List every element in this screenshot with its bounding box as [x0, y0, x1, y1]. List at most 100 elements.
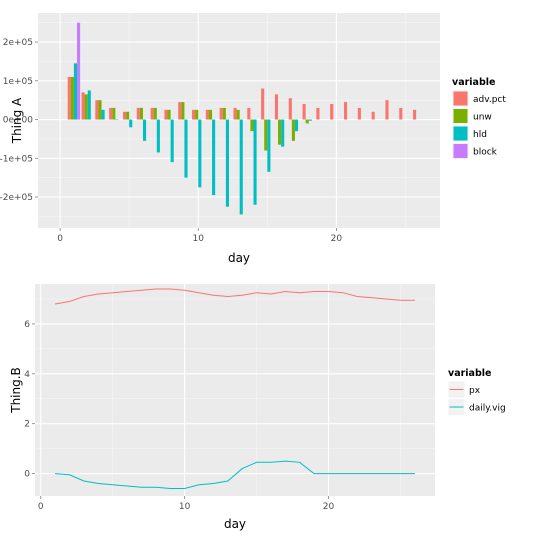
bar-adv-pct — [247, 107, 251, 120]
line-px — [55, 288, 415, 305]
bar-unw — [139, 107, 143, 120]
bar-adv-pct — [330, 104, 334, 120]
bottom-x-tick-label: 20 — [323, 502, 335, 512]
bar-hld — [239, 119, 243, 215]
bar-unw — [98, 100, 102, 120]
bottom-legend-label: px — [469, 386, 481, 396]
bottom-y-axis-label: Thing.B — [9, 367, 23, 414]
bottom-y-tick-label: 0 — [24, 470, 30, 480]
bar-unw — [305, 119, 309, 124]
top-y-tick-label: -2e+05 — [0, 193, 33, 203]
bar-hld — [73, 63, 78, 120]
bar-adv-pct — [205, 109, 209, 120]
bar-adv-pct — [136, 107, 140, 120]
bar-adv-pct — [192, 109, 196, 120]
bar-unw — [70, 76, 74, 120]
bar-adv-pct — [288, 98, 292, 120]
bar-adv-pct — [316, 107, 320, 120]
bar-adv-pct — [413, 109, 417, 120]
bar-hld — [308, 119, 312, 121]
bottom-plot-background — [35, 284, 435, 496]
bar-hld — [225, 119, 229, 207]
bar-adv-pct — [399, 107, 403, 120]
bar-adv-pct — [164, 109, 168, 120]
top-legend-swatch-adv-pct — [453, 91, 468, 106]
bar-block — [77, 22, 81, 120]
bar-unw — [84, 94, 88, 120]
bottom-lines — [55, 288, 415, 489]
bar-hld — [198, 119, 202, 188]
top-legend-label: hld — [473, 130, 487, 140]
bottom-x-axis-label: day — [224, 517, 246, 531]
bar-unw — [112, 107, 116, 120]
bar-adv-pct — [219, 107, 223, 120]
top-legend-label: block — [473, 148, 498, 158]
bar-adv-pct — [385, 100, 389, 120]
top-legend-title: variable — [452, 77, 495, 88]
bottom-x-tick-label: 0 — [38, 502, 44, 512]
top-legend-swatch-block — [453, 144, 468, 158]
bar-unw — [195, 109, 199, 120]
bar-hld — [212, 119, 216, 196]
bar-adv-pct — [371, 111, 375, 120]
bar-hld — [87, 90, 91, 120]
bar-hld — [101, 109, 105, 120]
line-daily-vig — [55, 460, 415, 489]
bottom-chart: 0 2 4 6 0 10 20 Thing.B day variable px daily.vi… — [9, 284, 506, 531]
top-bars — [67, 22, 417, 215]
top-gridlines — [38, 13, 440, 228]
bar-adv-pct — [343, 102, 348, 120]
bar-unw — [291, 119, 295, 141]
bottom-y-tick-label: 4 — [24, 370, 30, 380]
bar-unw — [208, 109, 213, 120]
bar-hld — [267, 119, 271, 172]
bar-adv-pct — [109, 107, 113, 120]
top-legend: variable adv.pct unw hld block — [451, 77, 506, 160]
bar-adv-pct — [95, 100, 99, 120]
bar-adv-pct — [233, 107, 237, 120]
bar-adv-pct — [150, 107, 154, 120]
bar-unw — [236, 109, 240, 120]
top-tick-labels: -2e+05 -1e+05 0e+00 1e+05 2e+05 0 10 20 — [0, 38, 342, 244]
bar-adv-pct — [274, 94, 279, 120]
bar-unw — [167, 109, 171, 120]
bottom-y-tick-label: 2 — [24, 420, 30, 430]
bottom-tick-labels: 0 2 4 6 0 10 20 — [24, 320, 334, 512]
top-x-tick-label: 20 — [331, 234, 343, 244]
bar-hld — [281, 119, 285, 147]
bar-hld — [294, 119, 299, 132]
bar-unw — [153, 107, 157, 120]
bar-hld — [170, 119, 174, 163]
top-legend-label: adv.pct — [473, 95, 506, 105]
bar-adv-pct — [302, 104, 306, 120]
bar-hld — [156, 119, 160, 153]
top-plot-background — [38, 13, 440, 228]
top-y-tick-label: 2e+05 — [3, 38, 33, 48]
bottom-legend: variable px daily.vig — [447, 368, 506, 416]
bar-unw — [264, 119, 268, 151]
bottom-legend-title: variable — [448, 368, 491, 379]
top-legend-label: unw — [473, 113, 492, 123]
bar-unw — [250, 119, 254, 132]
bottom-y-tick-label: 6 — [24, 320, 30, 330]
bottom-x-tick-label: 10 — [179, 502, 191, 512]
bar-unw — [222, 107, 226, 120]
bar-hld — [129, 119, 133, 128]
bar-hld — [253, 119, 257, 205]
bar-unw — [278, 119, 282, 145]
top-y-axis-label: Thing A — [10, 97, 24, 144]
bar-hld — [142, 119, 147, 141]
bar-adv-pct — [122, 111, 127, 120]
bar-hld — [115, 119, 119, 121]
bottom-gridlines — [35, 284, 435, 496]
bar-adv-pct — [67, 76, 71, 120]
top-y-tick-label: 1e+05 — [3, 77, 33, 87]
top-chart: -2e+05 -1e+05 0e+00 1e+05 2e+05 0 10 20 Thing A… — [0, 13, 506, 265]
bar-unw — [126, 111, 130, 120]
top-x-axis-label: day — [228, 251, 250, 265]
top-legend-swatch-hld — [453, 126, 468, 141]
top-x-tick-label: 10 — [193, 234, 205, 244]
top-y-tick-label: 0e+00 — [3, 116, 34, 126]
top-y-tick-label: -1e+05 — [0, 154, 33, 164]
top-legend-swatch-unw — [453, 109, 468, 123]
